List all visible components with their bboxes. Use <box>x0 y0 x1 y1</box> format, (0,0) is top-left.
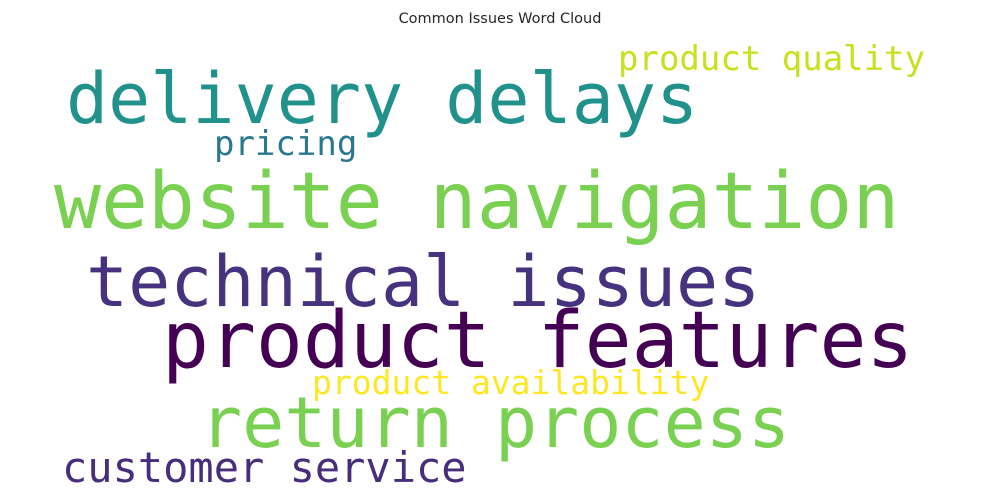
word-return-process: return process <box>200 382 790 464</box>
chart-title: Common Issues Word Cloud <box>398 11 602 27</box>
word-technical-issues: technical issues <box>86 241 760 323</box>
word-website-navigation: website navigation <box>54 157 899 247</box>
word-product-availability: product availability <box>312 363 709 402</box>
word-product-quality: product quality <box>618 39 925 79</box>
word-pricing: pricing <box>214 124 357 164</box>
word-product-features: product features <box>162 296 913 386</box>
word-customer-service: customer service <box>62 443 467 492</box>
word-delivery-delays: delivery delays <box>66 58 698 140</box>
